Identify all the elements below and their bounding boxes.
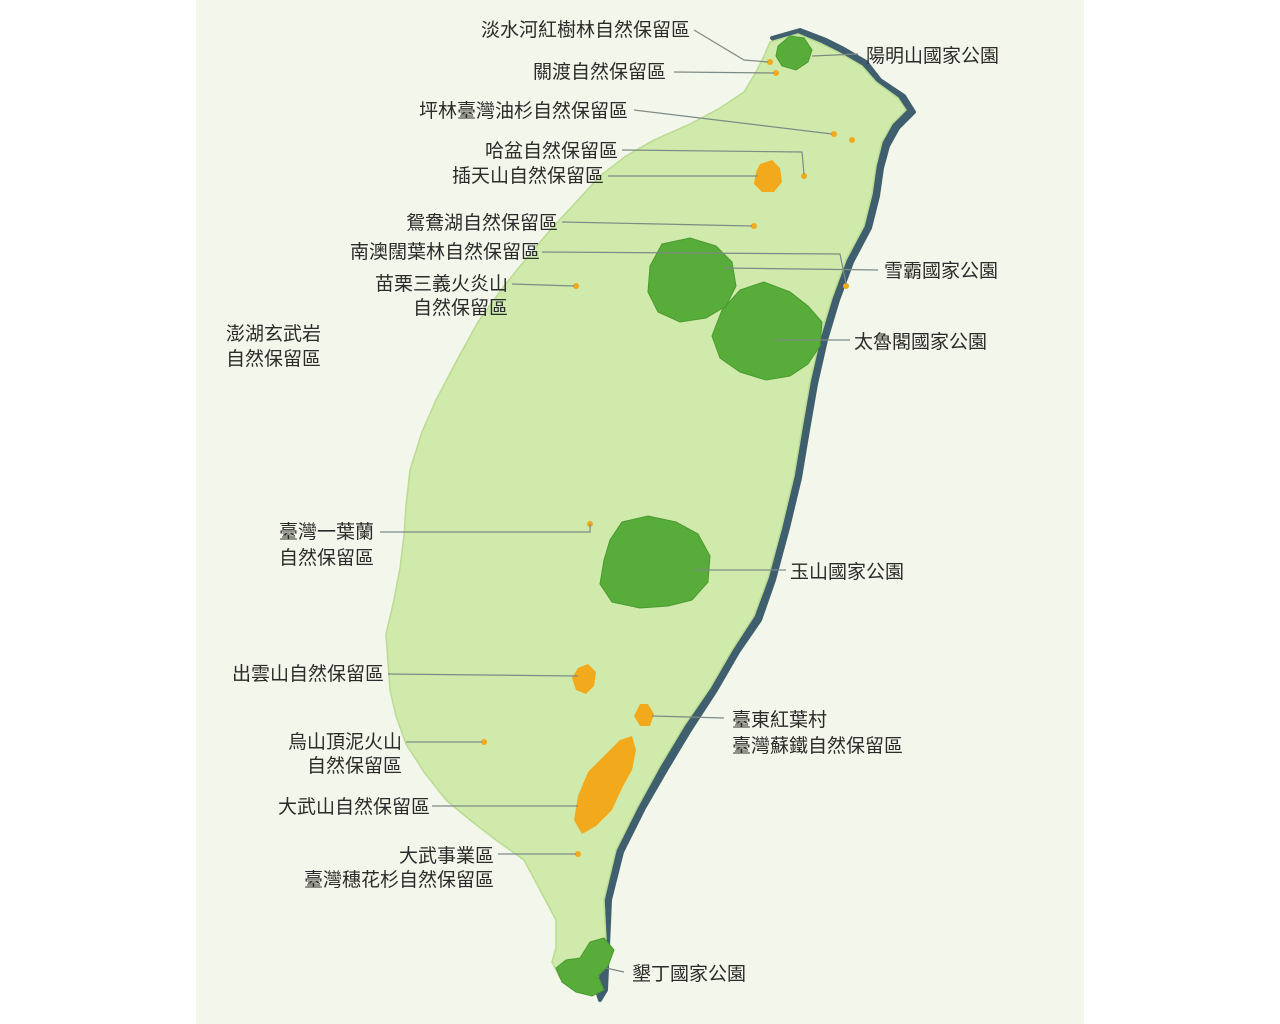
label-guandu: 關渡自然保留區 xyxy=(533,61,666,83)
label-pleione-line2: 自然保留區 xyxy=(279,547,374,569)
park-area-kenting xyxy=(555,937,615,997)
leader-lines xyxy=(380,29,879,973)
label-chatianshan: 插天山自然保留區 xyxy=(452,165,604,187)
label-hapen: 哈盆自然保留區 xyxy=(485,140,618,162)
taiwan-island xyxy=(385,33,907,993)
national-park-areas xyxy=(555,35,823,997)
nature-reserve-labels: 淡水河紅樹林自然保留區 關渡自然保留區 坪林臺灣油杉自然保留區 哈盆自然保留區 … xyxy=(226,19,903,891)
reserve-area-chatianshan xyxy=(754,160,782,192)
label-tamsui: 淡水河紅樹林自然保留區 xyxy=(481,19,690,41)
park-area-shei-pa xyxy=(647,237,737,323)
label-dawu-line1: 大武事業區 xyxy=(399,845,494,867)
park-area-taroko xyxy=(711,281,823,381)
label-pleione-line1: 臺灣一葉蘭 xyxy=(279,521,374,543)
reserve-dot-wushanding xyxy=(481,739,487,745)
label-yangmingshan: 陽明山國家公園 xyxy=(866,45,999,67)
label-shei-pa: 雪霸國家公園 xyxy=(884,260,998,282)
park-area-yangmingshan xyxy=(775,35,813,71)
label-penghu-line1: 澎湖玄武岩 xyxy=(226,323,321,345)
label-pinglin: 坪林臺灣油杉自然保留區 xyxy=(419,100,628,122)
reserve-dot-sanyi xyxy=(573,283,579,289)
reserve-dot-pinglin xyxy=(831,131,837,137)
label-sanyi-line1: 苗栗三義火炎山 xyxy=(375,273,508,295)
label-yushan: 玉山國家公園 xyxy=(790,561,904,583)
label-wushanding-line2: 自然保留區 xyxy=(307,755,402,777)
label-yuanyang: 鴛鴦湖自然保留區 xyxy=(406,212,558,234)
reserve-dot-dawu xyxy=(575,851,581,857)
reserve-dot-tamsui xyxy=(767,59,773,65)
label-sanyi-line2: 自然保留區 xyxy=(413,297,508,319)
reserve-dot-pinglin-2 xyxy=(849,137,855,143)
reserve-area-chuyunshan xyxy=(572,664,596,694)
reserve-area-hongye xyxy=(634,704,654,726)
reserve-dot-hapen xyxy=(801,173,807,179)
label-taroko: 太魯閣國家公園 xyxy=(854,331,987,353)
label-hongye-line1: 臺東紅葉村 xyxy=(732,709,827,731)
reserve-area-dawushan xyxy=(574,736,636,834)
label-chuyunshan: 出雲山自然保留區 xyxy=(232,663,384,685)
label-wushanding-line1: 烏山頂泥火山 xyxy=(288,731,402,753)
label-dawu-line2: 臺灣穗花杉自然保留區 xyxy=(304,869,494,891)
label-dawushan: 大武山自然保留區 xyxy=(278,796,430,818)
label-kenting: 墾丁國家公園 xyxy=(632,963,746,985)
reserve-dot-guandu xyxy=(773,70,779,76)
reserve-dot-nanao xyxy=(843,283,849,289)
label-nanao: 南澳闊葉林自然保留區 xyxy=(350,241,540,263)
label-penghu-line2: 自然保留區 xyxy=(226,348,321,370)
national-park-labels: 陽明山國家公園 雪霸國家公園 太魯閣國家公園 玉山國家公園 墾丁國家公園 xyxy=(632,45,999,985)
label-hongye-line2: 臺灣蘇鐵自然保留區 xyxy=(732,735,903,757)
park-area-yushan xyxy=(599,515,711,609)
reserve-dot-yuanyang xyxy=(751,223,757,229)
